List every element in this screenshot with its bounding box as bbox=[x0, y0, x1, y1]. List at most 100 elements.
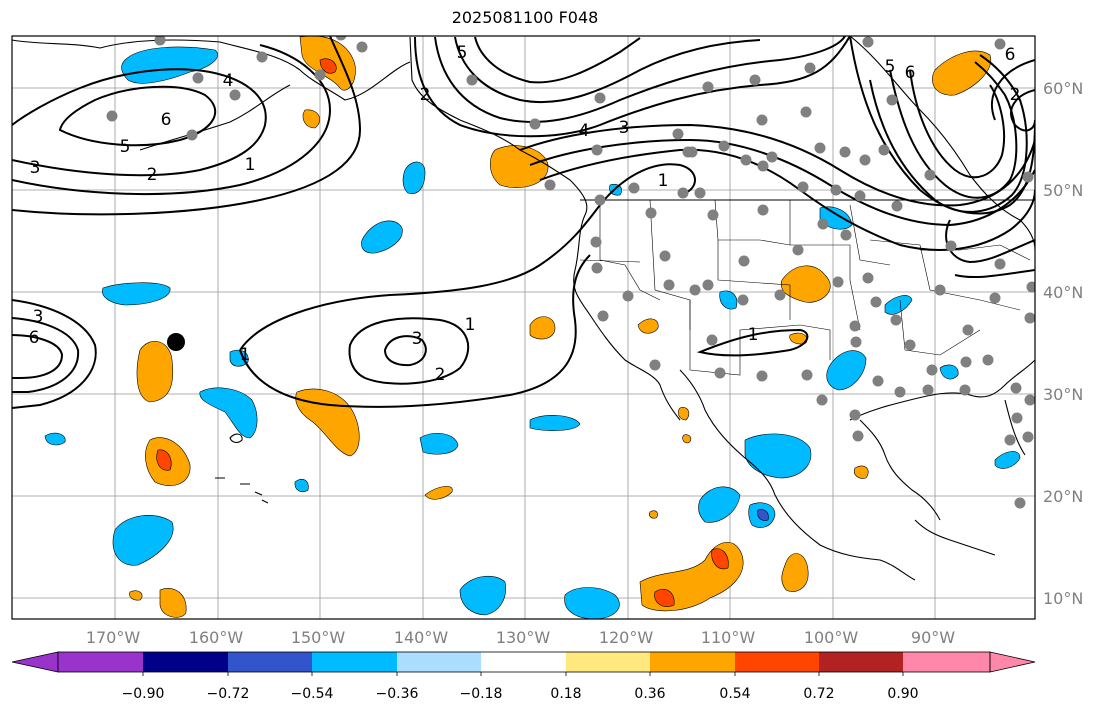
station-dot bbox=[192, 72, 204, 84]
location-marker bbox=[167, 333, 185, 351]
station-dot bbox=[706, 334, 718, 346]
colorbar-segment bbox=[566, 652, 650, 672]
station-dot bbox=[994, 38, 1006, 50]
colorbar-ticks: −0.90 −0.72 −0.54 −0.36 −0.18 0.18 0.36 0.54 0.7… bbox=[122, 672, 919, 702]
anomaly-positive bbox=[853, 465, 869, 479]
anomaly-positive bbox=[781, 553, 809, 592]
station-dot bbox=[740, 154, 752, 166]
anomaly-positive bbox=[677, 407, 690, 421]
station-dot bbox=[1010, 382, 1022, 394]
colorbar-tick-label: −0.18 bbox=[460, 686, 503, 702]
station-dot bbox=[962, 324, 974, 336]
colorbar-right-extension bbox=[989, 651, 1036, 673]
contour-label: 1 bbox=[245, 155, 256, 175]
station-dot bbox=[852, 430, 864, 442]
colorbar-segment bbox=[819, 652, 903, 672]
station-dot bbox=[926, 364, 938, 376]
anomaly-negative bbox=[419, 432, 459, 455]
station-dot bbox=[792, 244, 804, 256]
contour-label: 2 bbox=[147, 165, 158, 185]
anomaly-positive bbox=[654, 588, 675, 607]
station-dot bbox=[870, 296, 882, 308]
station-dot bbox=[663, 279, 675, 291]
station-dot bbox=[622, 290, 634, 302]
station-dot bbox=[649, 359, 661, 371]
anomaly-positive bbox=[319, 58, 337, 74]
coastlines bbox=[12, 36, 1035, 581]
anomaly-positive bbox=[711, 548, 729, 570]
anomaly-positive bbox=[156, 449, 172, 471]
anomaly-negative bbox=[361, 220, 403, 254]
contour-label: 3 bbox=[619, 118, 630, 138]
station-dot bbox=[832, 276, 844, 288]
anomaly-positive bbox=[649, 510, 658, 519]
station-dot bbox=[1024, 312, 1035, 324]
station-dot bbox=[1022, 171, 1034, 183]
station-dot bbox=[714, 367, 726, 379]
contour-label: 2 bbox=[435, 365, 446, 385]
station-dot bbox=[689, 284, 701, 296]
station-dot bbox=[154, 36, 166, 46]
station-dot bbox=[597, 310, 609, 322]
anomaly-negative bbox=[529, 415, 581, 431]
station-dot bbox=[774, 289, 786, 301]
state-borders bbox=[579, 199, 1031, 376]
anomaly-positive bbox=[129, 590, 143, 601]
station-dot bbox=[894, 386, 906, 398]
station-dot bbox=[878, 144, 890, 156]
station-dot bbox=[707, 209, 719, 221]
colorbar-left-extension bbox=[11, 651, 59, 673]
anomaly-positive bbox=[302, 109, 320, 129]
station-dot bbox=[830, 184, 842, 196]
station-dot bbox=[335, 36, 347, 41]
latitude-tick-label: 40°N bbox=[1043, 283, 1083, 302]
station-dot bbox=[628, 182, 640, 194]
anomaly-positive bbox=[424, 486, 453, 500]
latitude-ticks: 60°N 50°N 40°N 30°N 20°N 10°N bbox=[1043, 79, 1083, 608]
anomaly-negative bbox=[994, 451, 1021, 469]
station-dot bbox=[862, 36, 874, 48]
anomaly-negative bbox=[199, 387, 258, 439]
colorbar-tick-label: 0.36 bbox=[634, 686, 665, 702]
station-dot bbox=[840, 229, 852, 241]
station-dot bbox=[1024, 394, 1035, 406]
anomaly-negative bbox=[294, 478, 309, 493]
contour-label: 1 bbox=[658, 171, 669, 191]
colorbar-segment bbox=[228, 652, 312, 672]
station-dot bbox=[982, 354, 994, 366]
station-dot bbox=[356, 41, 368, 53]
contour-label: 6 bbox=[1005, 45, 1016, 65]
station-dot bbox=[677, 187, 689, 199]
anomaly-negative bbox=[564, 587, 620, 619]
station-dot bbox=[672, 128, 684, 140]
colorbar-tick-label: 0.72 bbox=[803, 686, 834, 702]
station-dot bbox=[934, 284, 946, 296]
colorbar-segment bbox=[481, 652, 566, 672]
station-dot bbox=[945, 240, 957, 252]
station-dot bbox=[256, 51, 268, 63]
longitude-tick-label: 140°W bbox=[394, 628, 449, 647]
station-dot bbox=[797, 181, 809, 193]
colorbar-segment bbox=[650, 652, 735, 672]
station-dot bbox=[922, 384, 934, 396]
anomaly-negative bbox=[229, 349, 249, 367]
colorbar-segment bbox=[143, 652, 228, 672]
anomaly-negative bbox=[112, 515, 174, 566]
station-dot bbox=[229, 89, 241, 101]
anomaly-negative bbox=[459, 575, 506, 616]
station-dot bbox=[994, 258, 1006, 270]
station-dot bbox=[314, 69, 326, 81]
contour-label: 4 bbox=[579, 121, 590, 141]
station-dot bbox=[594, 92, 606, 104]
station-dot bbox=[959, 384, 971, 396]
station-dot bbox=[1022, 431, 1034, 443]
anomaly-negative bbox=[939, 364, 959, 380]
station-dot bbox=[804, 62, 816, 74]
station-dot bbox=[106, 110, 118, 122]
colorbar-segment bbox=[735, 652, 819, 672]
contour-label: 5 bbox=[885, 57, 896, 77]
colorbar-tick-label: −0.90 bbox=[122, 686, 165, 702]
latitude-tick-label: 50°N bbox=[1043, 181, 1083, 200]
anomaly-negative bbox=[102, 282, 171, 306]
